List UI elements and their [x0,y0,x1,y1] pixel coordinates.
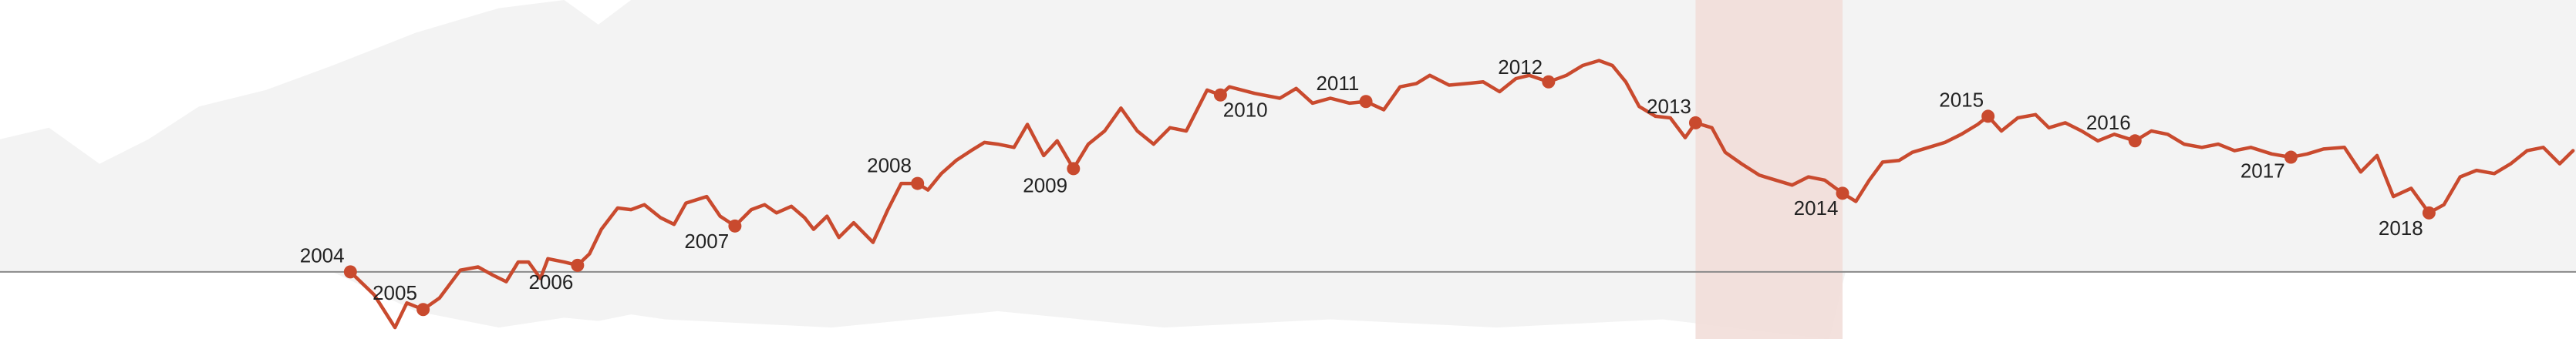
annotation-point [1359,95,1373,109]
annotation-point [1836,186,1849,200]
annotation-label: 2018 [2379,216,2423,240]
annotation-point [343,265,357,279]
annotation-label: 2017 [2241,159,2285,182]
highlight-band [1695,0,1843,339]
annotation-point [2284,150,2298,164]
line [349,59,2575,330]
annotation-point [1213,88,1227,102]
annotation-point [2422,206,2436,220]
annotation-point [728,219,742,233]
annotation-point [1542,75,1556,89]
annotation-label: 2016 [2086,111,2131,134]
annotation-point [416,303,430,317]
annotation-point [1067,162,1081,176]
annotation-label: 2009 [1023,174,1067,197]
annotation-point [571,258,585,272]
annotation-label: 2012 [1498,55,1543,79]
annotation-label: 2011 [1316,72,1359,95]
annotation-point [2128,134,2142,148]
annotation-label: 2006 [528,270,573,294]
annotation-label: 2004 [300,243,345,267]
annotation-point [911,176,925,190]
annotation-point [1688,116,1702,129]
annotation-label: 2010 [1223,99,1268,122]
annotation-label: 2007 [684,230,729,253]
annotation-label: 2013 [1647,95,1691,118]
annotation-label: 2014 [1794,196,1839,220]
annotation-label: 2005 [373,281,417,304]
annotation-label: 2008 [867,153,912,176]
annotation-point [1981,109,1995,123]
annotation-label: 2015 [1939,88,1984,111]
